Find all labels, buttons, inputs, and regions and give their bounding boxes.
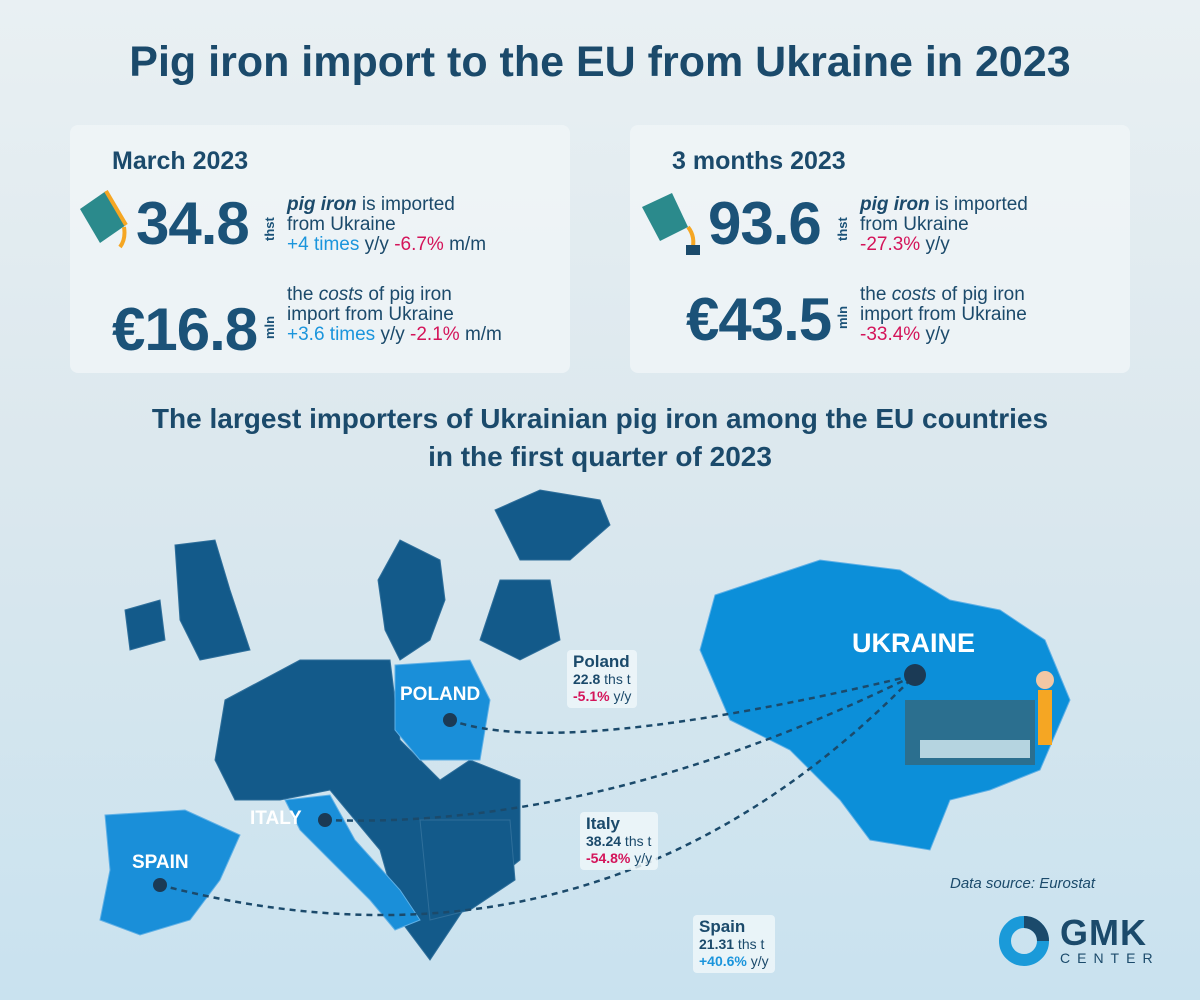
march-heading: March 2023 [112, 147, 249, 175]
ladle-icon [80, 189, 128, 249]
three-months-card: 3 months 2023 93.6 thst pig iron is impo… [630, 125, 1130, 373]
spain-stats: Spain 21.31 ths t +40.6% y/y [693, 915, 775, 973]
march-cost-value: €16.8 [112, 296, 258, 363]
map-subtitle: The largest importers of Ukrainian pig i… [151, 403, 1049, 472]
map-baltics [479, 579, 561, 661]
three-months-cost-value: €43.5 [686, 286, 832, 353]
route-lines [159, 673, 916, 917]
three-months-heading: 3 months 2023 [672, 147, 846, 175]
map-poland [394, 659, 491, 761]
italy-map-label: ITALY [250, 808, 302, 829]
route-poland [449, 673, 916, 735]
three-months-volume-value: 93.6 [708, 190, 822, 257]
ukraine-label: UKRAINE [852, 628, 976, 658]
page-title: Pig iron import to the EU from Ukraine i… [129, 38, 1071, 86]
data-source: Data source: Eurostat [950, 875, 1096, 892]
gmk-center-logo: GMK CENTER [998, 915, 1160, 967]
map-balkans [419, 819, 516, 921]
route-italy [324, 673, 916, 822]
italy-stats: Italy 38.24 ths t -54.8% y/y [580, 812, 659, 870]
gmk-logo-icon [999, 916, 1049, 966]
poland-marker [443, 713, 457, 727]
march-cost-desc: the costs of pig iron import from Ukrain… [287, 284, 502, 345]
map-uk [174, 539, 251, 661]
spain-map-label: SPAIN [132, 852, 189, 873]
spain-marker [153, 878, 167, 892]
poland-map-label: POLAND [400, 684, 481, 705]
ukraine-marker [904, 664, 926, 686]
map-italy [284, 794, 421, 931]
three-months-volume-desc: pig iron is imported from Ukraine -27.3%… [860, 194, 1028, 255]
route-spain [159, 674, 916, 917]
march-volume-desc: pig iron is imported from Ukraine +4 tim… [287, 194, 487, 255]
map-scandinavia [377, 539, 446, 661]
italy-marker [318, 813, 332, 827]
map-spain [99, 809, 241, 936]
ladle-pouring-icon [642, 193, 700, 255]
steelworker-illustration [905, 671, 1054, 765]
map-ireland [124, 599, 166, 651]
march-volume-value: 34.8 [136, 190, 250, 257]
march-card: March 2023 34.8 thst pig iron is importe… [70, 125, 570, 373]
three-months-cost-desc: the costs of pig iron import from Ukrain… [860, 284, 1027, 345]
poland-stats: Poland 22.8 ths t -5.1% y/y [567, 650, 638, 708]
map-finland [494, 489, 611, 561]
